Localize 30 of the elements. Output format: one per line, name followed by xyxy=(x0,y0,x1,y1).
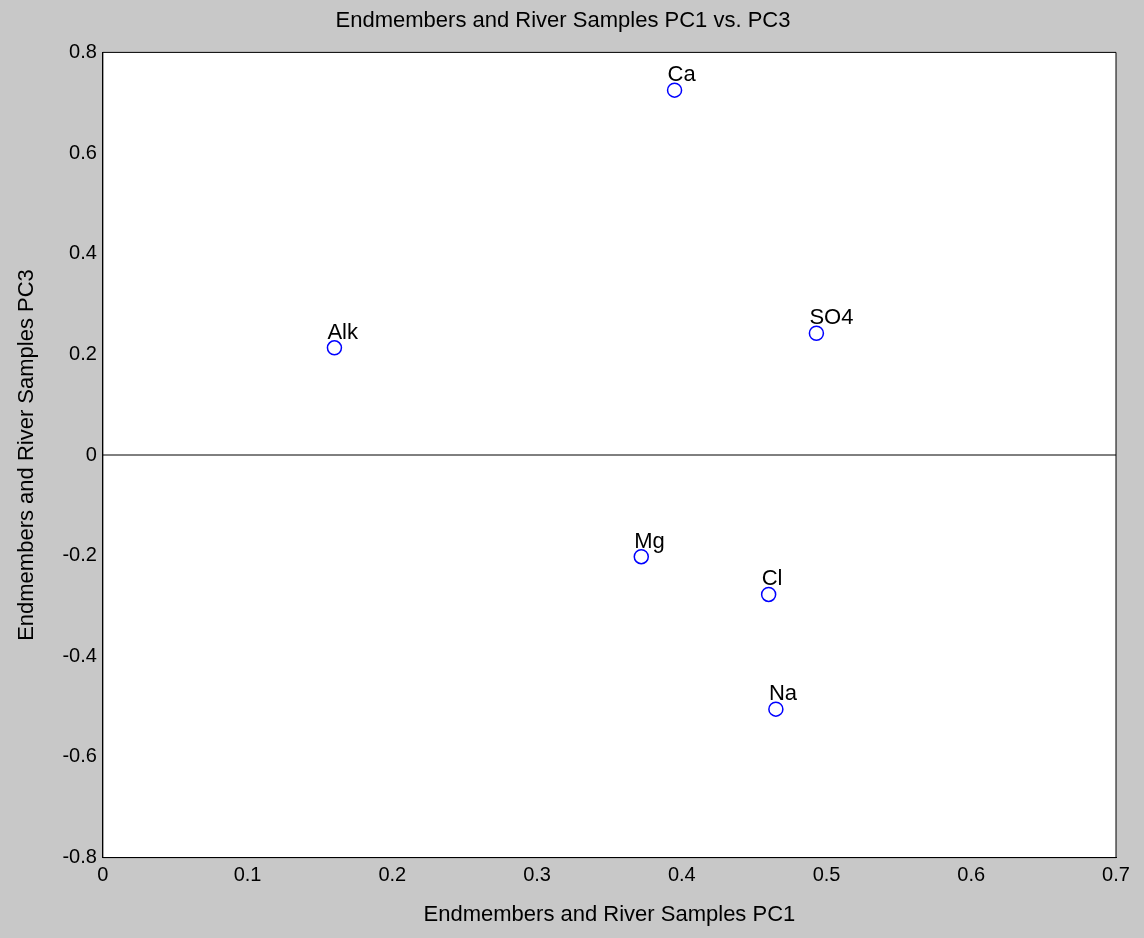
x-tick-label: 0.4 xyxy=(667,863,696,886)
y-tick-label: 0.8 xyxy=(69,39,97,62)
chart-title: Endmembers and River Samples PC1 vs. PC3 xyxy=(335,7,791,33)
annotation: Alk xyxy=(327,318,359,344)
x-tick-label: 0.1 xyxy=(233,863,262,886)
point xyxy=(768,701,784,717)
point xyxy=(666,82,683,98)
x-tick-label: 0.2 xyxy=(378,863,407,886)
x-tick-label: 0.7 xyxy=(1102,863,1130,886)
point xyxy=(808,325,825,341)
y-tick-label: 0.4 xyxy=(69,241,97,264)
y-tick-label: 0.6 xyxy=(69,140,97,163)
y-tick-label: -0.2 xyxy=(62,543,97,566)
point xyxy=(326,340,343,356)
annotation: Ca xyxy=(667,61,697,87)
point xyxy=(760,586,777,603)
annotation: Cl xyxy=(761,565,783,591)
y-tick-label: 0 xyxy=(85,442,97,465)
annotation: SO4 xyxy=(809,304,854,330)
y-tick-label: -0.4 xyxy=(62,643,97,666)
annotation: Mg xyxy=(634,527,665,553)
x-tick-label: 0.6 xyxy=(957,863,986,886)
annotation: Na xyxy=(768,680,798,706)
x-tick-label: 0.3 xyxy=(523,863,551,886)
x-axis-title: Endmembers and River Samples PC1 xyxy=(423,900,796,926)
x-tick-label: 0.5 xyxy=(812,863,841,886)
y-tick-label: -0.6 xyxy=(62,744,97,767)
y-tick-label: -0.8 xyxy=(62,845,97,868)
y-axis-title: Endmembers and River Samples PC3 xyxy=(13,269,39,641)
y-tick-label: 0.2 xyxy=(69,341,97,364)
